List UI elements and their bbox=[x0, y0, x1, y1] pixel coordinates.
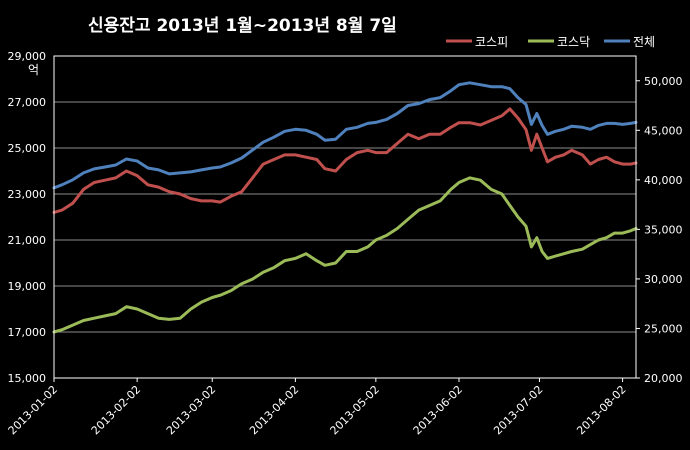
left-axis-tick-label: 29,000 bbox=[8, 50, 47, 63]
right-axis-tick-label: 30,000 bbox=[644, 273, 683, 286]
left-y-axis: 15,000 17,000 19,000 21,000 23,000 25,000 27,0… bbox=[8, 50, 47, 385]
left-axis-tick-label: 27,000 bbox=[8, 96, 47, 109]
right-y-axis: 20,000 25,000 30,000 35,000 40,000 45,000 50,0… bbox=[636, 75, 683, 385]
left-axis-tick-label: 23,000 bbox=[8, 188, 47, 201]
left-axis-tick-label: 17,000 bbox=[8, 326, 47, 339]
right-axis-tick-label: 40,000 bbox=[644, 174, 683, 187]
right-axis-tick-label: 25,000 bbox=[644, 322, 683, 335]
legend-label-3: 전체 bbox=[633, 35, 655, 49]
series-line-1 bbox=[52, 107, 638, 214]
right-axis-tick-label: 20,000 bbox=[644, 372, 683, 385]
right-axis-tick-label: 50,000 bbox=[644, 75, 683, 88]
chart-legend: 코스피 코스닥 전체 bbox=[446, 35, 655, 49]
series-line-2 bbox=[52, 176, 638, 334]
plot-area-border bbox=[53, 55, 637, 379]
left-axis-tick-label: 15,000 bbox=[8, 372, 47, 385]
left-axis-tick-label: 25,000 bbox=[8, 142, 47, 155]
plot-area bbox=[54, 56, 636, 378]
right-axis-tick-label: 35,000 bbox=[644, 223, 683, 236]
chart-title: 신용잔고 2013년 1월~2013년 8월 7일 bbox=[88, 16, 397, 36]
legend-label-2: 코스닥 bbox=[557, 35, 590, 49]
left-axis-unit: 억 bbox=[28, 63, 39, 77]
chart-series bbox=[52, 81, 638, 334]
legend-label-1: 코스피 bbox=[475, 35, 508, 49]
left-axis-tick-label: 19,000 bbox=[8, 280, 47, 293]
right-axis-tick-label: 45,000 bbox=[644, 124, 683, 137]
left-axis-tick-label: 21,000 bbox=[8, 234, 47, 247]
series-line-3 bbox=[52, 81, 638, 190]
